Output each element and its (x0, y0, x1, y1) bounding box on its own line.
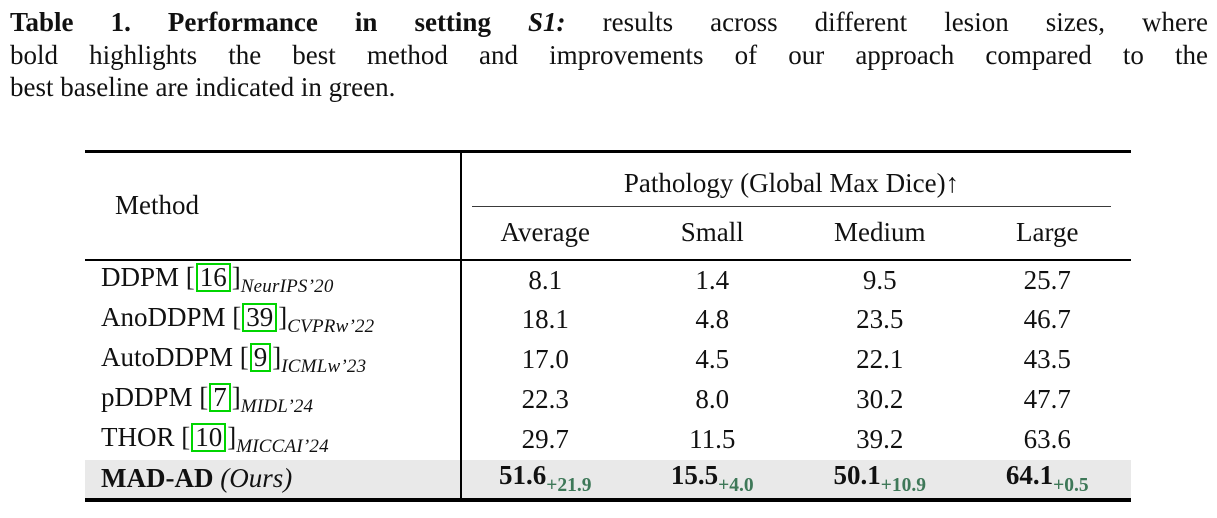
method-name-ours: MAD-AD (Ours) (85, 459, 462, 500)
metric-value-best: 50.1+10.9 (796, 460, 964, 500)
citation-open-bracket: [ (181, 421, 191, 452)
table-row: pDDPM [7]MIDL’24 22.3 8.0 30.2 47.7 (85, 379, 1131, 420)
method-name: THOR [10]MICCAI’24 (85, 419, 462, 460)
improvement-subscript: +21.9 (546, 475, 592, 496)
table-caption: Table 1. Performance in setting S1: resu… (10, 6, 1208, 104)
citation-number[interactable]: 10 (191, 422, 227, 452)
venue-subscript: MICCAI’24 (236, 435, 329, 457)
col-header-average: Average (461, 206, 629, 261)
metric-value: 18.1 (521, 304, 569, 334)
method-label: MAD-AD (101, 463, 214, 493)
metric-value: 1.4 (695, 264, 730, 295)
metric-value: 4.5 (695, 344, 730, 374)
col-header-group: Pathology (Global Max Dice)↑ (461, 152, 1131, 207)
citation-link[interactable]: [9] (239, 341, 282, 372)
results-table: Method Pathology (Global Max Dice)↑ Aver… (85, 150, 1131, 502)
citation-link[interactable]: [16] (186, 262, 241, 292)
metric-value: 46.7 (1023, 304, 1071, 334)
table-row: AnoDDPM [39]CVPRw’22 18.1 4.8 23.5 46.7 (85, 299, 1131, 340)
best-value: 51.6 (499, 460, 547, 490)
citation-open-bracket: [ (232, 301, 242, 332)
method-name: pDDPM [7]MIDL’24 (85, 379, 462, 420)
citation-link[interactable]: [39] (232, 302, 287, 332)
venue-subscript: MIDL’24 (240, 395, 314, 417)
table-row: THOR [10]MICCAI’24 29.7 11.5 39.2 63.6 (85, 419, 1131, 460)
col-header-medium: Medium (796, 206, 964, 261)
metric-value: 43.5 (1023, 344, 1071, 374)
method-label: AnoDDPM (101, 301, 226, 332)
citation-number[interactable]: 16 (195, 263, 231, 292)
metric-value: 9.5 (862, 264, 897, 295)
metric-value: 22.1 (856, 344, 904, 374)
caption-text-3: best baseline are indicated in green. (10, 72, 396, 102)
col-header-large: Large (963, 206, 1131, 261)
results-table-wrapper: Method Pathology (Global Max Dice)↑ Aver… (85, 150, 1131, 502)
citation-close-bracket: ] (231, 381, 241, 412)
citation-open-bracket: [ (185, 262, 195, 292)
citation-close-bracket: ] (231, 262, 241, 292)
metric-value: 8.0 (695, 384, 730, 414)
improvement-subscript: +10.9 (880, 475, 926, 496)
metric-value-best: 15.5+4.0 (629, 460, 797, 500)
caption-line-2: bold highlights the best method and impr… (10, 39, 1208, 72)
citation-link[interactable]: [7] (199, 382, 241, 412)
venue-subscript: NeurIPS’20 (240, 276, 334, 297)
caption-line-3: best baseline are indicated in green. (10, 71, 1208, 104)
citation-number[interactable]: 9 (249, 342, 272, 372)
table-row-ours: MAD-AD (Ours) 51.6+21.9 15.5+4.0 50.1+10… (85, 459, 1132, 500)
metric-value: 23.5 (856, 304, 904, 334)
metric-value: 4.8 (695, 304, 730, 334)
caption-line-1: Table 1. Performance in setting S1: resu… (10, 6, 1208, 39)
method-name: AnoDDPM [39]CVPRw’22 (85, 299, 462, 340)
citation-number[interactable]: 39 (242, 302, 278, 332)
table-row: AutoDDPM [9]ICMLw’23 17.0 4.5 22.1 43.5 (85, 339, 1131, 380)
citation-open-bracket: [ (239, 341, 249, 372)
method-name: DDPM [16]NeurIPS’20 (85, 259, 462, 300)
improvement-subscript: +0.5 (1053, 475, 1089, 496)
metric-value: 63.6 (1023, 424, 1071, 454)
method-label: DDPM (101, 262, 180, 292)
best-value: 64.1 (1005, 460, 1054, 490)
caption-text-2: bold highlights the best method and impr… (10, 39, 1208, 70)
venue-subscript: ICMLw’23 (281, 355, 367, 377)
citation-close-bracket: ] (227, 421, 237, 452)
caption-label: Table 1. Performance in setting (10, 7, 491, 37)
citation-link[interactable]: [10] (181, 422, 236, 452)
best-value: 15.5 (670, 460, 719, 490)
metric-value-best: 51.6+21.9 (461, 460, 629, 500)
caption-text-1: results across different lesion sizes, w… (602, 7, 1209, 37)
method-label: AutoDDPM (101, 341, 234, 372)
citation-number[interactable]: 7 (209, 382, 231, 412)
method-name: AutoDDPM [9]ICMLw’23 (85, 339, 462, 380)
method-label: THOR (101, 421, 175, 452)
ours-suffix: (Ours) (220, 463, 293, 493)
citation-close-bracket: ] (272, 341, 282, 372)
metric-value: 8.1 (528, 264, 563, 295)
group-header-label: Pathology (Global Max Dice)↑ (623, 167, 960, 198)
metric-value: 30.2 (856, 384, 904, 414)
metric-value: 25.7 (1023, 264, 1071, 295)
col-header-small: Small (628, 206, 796, 261)
metric-value: 17.0 (521, 344, 569, 374)
citation-close-bracket: ] (278, 301, 288, 332)
metric-value: 22.3 (521, 384, 569, 414)
caption-setting: S1: (528, 7, 566, 37)
method-label: pDDPM (101, 381, 193, 412)
metric-value-best: 64.1+0.5 (964, 460, 1132, 500)
improvement-subscript: +4.0 (718, 475, 754, 496)
metric-value: 29.7 (521, 424, 569, 454)
metric-value: 39.2 (856, 424, 904, 454)
metric-value: 11.5 (689, 424, 736, 454)
metric-value: 47.7 (1023, 384, 1071, 414)
venue-subscript: CVPRw’22 (287, 315, 375, 337)
col-header-method: Method (85, 151, 462, 261)
citation-open-bracket: [ (199, 381, 209, 412)
best-value: 50.1 (833, 460, 881, 490)
table-row: DDPM [16]NeurIPS’20 8.1 1.4 9.5 25.7 (85, 259, 1131, 300)
